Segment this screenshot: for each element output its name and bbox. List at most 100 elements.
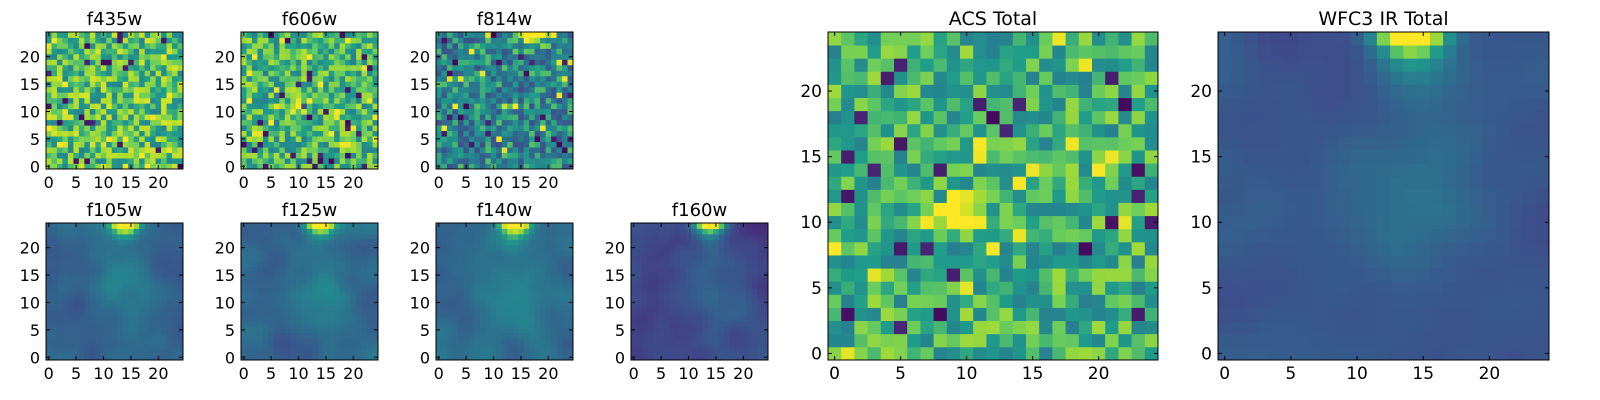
heatmap-cell xyxy=(312,70,319,77)
heatmap-cell xyxy=(73,283,80,290)
heatmap-cell xyxy=(562,261,568,268)
heatmap-cell xyxy=(540,141,546,148)
heatmap-cell xyxy=(501,163,508,170)
heatmap-cell xyxy=(485,332,492,339)
heatmap-cell xyxy=(490,119,497,126)
heatmap-cell xyxy=(241,239,247,246)
heatmap-cell xyxy=(507,233,514,240)
heatmap-cell xyxy=(144,42,151,49)
heatmap-cell xyxy=(155,92,162,99)
heatmap-cell xyxy=(172,152,178,159)
heatmap-cell xyxy=(567,223,574,229)
heatmap-cell xyxy=(301,223,308,229)
heatmap-cell xyxy=(150,277,156,284)
heatmap-cell xyxy=(117,354,124,361)
heatmap-cell xyxy=(89,48,96,55)
heatmap-cell xyxy=(523,244,530,251)
heatmap-cell xyxy=(496,266,503,273)
heatmap-cell xyxy=(685,250,692,257)
heatmap-cell xyxy=(436,239,442,246)
heatmap-cell xyxy=(713,250,720,257)
heatmap-cell xyxy=(669,305,676,312)
heatmap-cell xyxy=(457,108,464,115)
heatmap-cell xyxy=(545,92,552,99)
heatmap-cell xyxy=(241,310,247,317)
heatmap-cell xyxy=(172,64,178,71)
heatmap-cell xyxy=(177,349,184,355)
heatmap-cell xyxy=(273,288,280,295)
heatmap-cell xyxy=(62,261,69,268)
heatmap-cell xyxy=(67,103,74,110)
heatmap-cell xyxy=(463,81,470,88)
heatmap-cell xyxy=(73,125,80,132)
heatmap-cell xyxy=(685,272,692,279)
heatmap-cell xyxy=(479,48,486,55)
heatmap-cell xyxy=(828,320,842,335)
heatmap-cell xyxy=(301,136,308,142)
heatmap-cell xyxy=(1092,346,1106,361)
heatmap-cell xyxy=(468,294,475,301)
heatmap-cell xyxy=(306,119,313,126)
heatmap-cell xyxy=(62,255,69,262)
heatmap-cell xyxy=(301,244,308,251)
heatmap-cell xyxy=(339,42,346,49)
heatmap-cell xyxy=(567,239,574,246)
heatmap-cell xyxy=(334,244,341,251)
heatmap-cell xyxy=(155,152,162,159)
heatmap-cell xyxy=(350,255,357,262)
heatmap-cell xyxy=(246,327,253,333)
heatmap-cell xyxy=(567,70,574,77)
heatmap-cell xyxy=(67,338,74,344)
heatmap-cell xyxy=(562,327,568,333)
heatmap-cell xyxy=(251,75,258,82)
heatmap-cell xyxy=(95,136,102,142)
heatmap-cell xyxy=(106,125,113,132)
heatmap-cell xyxy=(512,53,519,60)
heatmap-cell xyxy=(999,346,1014,361)
heatmap-cell xyxy=(62,136,69,142)
heatmap-cell xyxy=(501,261,508,268)
heatmap-cell xyxy=(117,141,124,148)
heatmap-cell xyxy=(339,338,346,344)
heatmap-cell xyxy=(166,299,173,306)
heatmap-cell xyxy=(685,283,692,290)
heatmap-cell xyxy=(295,37,302,44)
heatmap-cell xyxy=(746,283,752,290)
heatmap-cell xyxy=(257,64,264,71)
heatmap-cell xyxy=(529,343,536,350)
heatmap-cell xyxy=(1144,202,1159,217)
heatmap-cell xyxy=(724,223,731,229)
heatmap-cell xyxy=(631,288,637,295)
heatmap-cell xyxy=(490,136,497,142)
heatmap-cell xyxy=(317,147,324,153)
heatmap-cell xyxy=(67,321,74,328)
heatmap-cell xyxy=(144,158,151,164)
heatmap-cell xyxy=(117,343,124,350)
heatmap-cell xyxy=(155,48,162,55)
heatmap-cell xyxy=(350,299,357,306)
heatmap-cell xyxy=(62,141,69,148)
heatmap-cell xyxy=(177,310,184,317)
heatmap-cell xyxy=(463,288,470,295)
heatmap-cell xyxy=(933,176,948,190)
heatmap-cell xyxy=(556,42,563,49)
heatmap-cell xyxy=(246,349,253,355)
heatmap-cell xyxy=(350,119,357,126)
heatmap-cell xyxy=(339,228,346,235)
heatmap-cell xyxy=(56,32,63,38)
heatmap-cell xyxy=(273,223,280,229)
heatmap-cell xyxy=(295,228,302,235)
heatmap-cell xyxy=(986,241,1000,256)
heatmap-cell xyxy=(144,37,151,44)
heatmap-cell xyxy=(636,277,643,284)
heatmap-cell xyxy=(920,346,934,361)
heatmap-cell xyxy=(67,53,74,60)
heatmap-cell xyxy=(696,310,703,317)
heatmap-cell xyxy=(746,343,752,350)
heatmap-cell xyxy=(334,343,341,350)
heatmap-cell xyxy=(122,233,129,240)
heatmap-cell xyxy=(350,283,357,290)
heatmap-cell xyxy=(540,92,546,99)
heatmap-cell xyxy=(290,288,297,295)
heatmap-cell xyxy=(490,250,497,257)
